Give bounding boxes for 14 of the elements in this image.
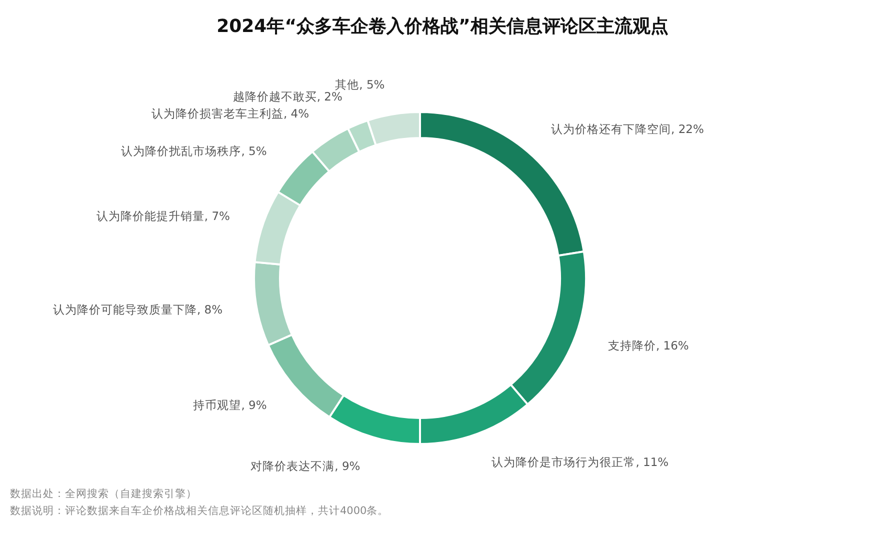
slice-label: 越降价越不敢买, 2%: [232, 89, 343, 104]
slice-label: 认为降价扰乱市场秩序, 5%: [121, 144, 267, 158]
slice-label: 支持降价, 16%: [608, 338, 689, 353]
chart-title: 2024年“众多车企卷入价格战”相关信息评论区主流观点: [216, 16, 668, 37]
slice-label: 对降价表达不满, 9%: [250, 458, 360, 473]
text: 数据说明：评论数据来自车企价格战相关信息评论区随机抽样，共计4000条。: [10, 504, 389, 517]
slice-label: 其他, 5%: [335, 78, 385, 92]
text: 数据出处：全网搜索（自建搜索引擎）: [10, 487, 197, 500]
slice-label: 认为降价损害老车主利益, 4%: [152, 106, 310, 121]
slice-label: 认为降价可能导致质量下降, 8%: [52, 302, 223, 316]
slice-label: 认为价格还有下降空间, 22%: [551, 122, 704, 136]
slice-label: 认为降价能提升销量, 7%: [96, 209, 230, 224]
slice-label: 认为降价是市场行为很正常, 11%: [492, 454, 669, 469]
slice-label: 持币观望, 9%: [193, 398, 267, 412]
